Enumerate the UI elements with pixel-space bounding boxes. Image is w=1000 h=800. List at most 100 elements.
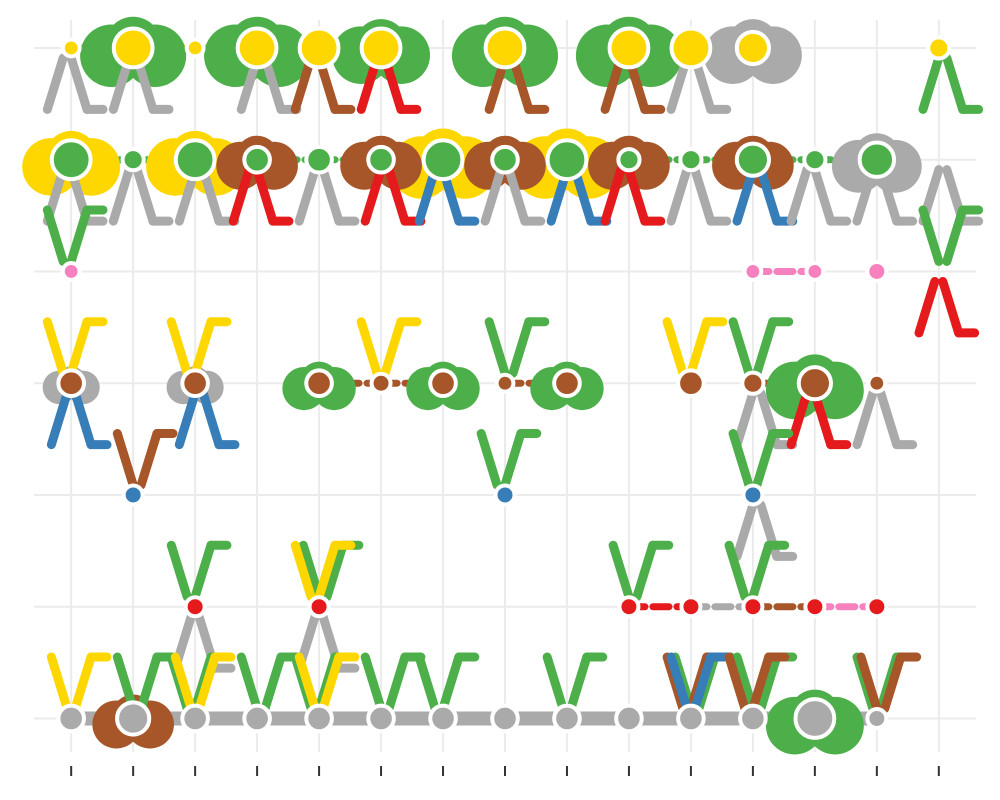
data-point xyxy=(307,595,331,619)
data-point xyxy=(734,29,771,67)
branch-sprout xyxy=(476,428,526,490)
branch-sprout xyxy=(480,165,530,226)
data-point xyxy=(428,368,458,399)
branch-sprout xyxy=(918,165,968,226)
branch-sprout xyxy=(724,540,774,602)
data-point xyxy=(242,144,272,175)
data-point xyxy=(490,703,520,734)
branch-sprout xyxy=(608,540,658,602)
data-point xyxy=(304,703,334,734)
branch-sprout xyxy=(360,652,410,713)
data-point xyxy=(493,483,517,507)
data-point xyxy=(184,37,206,59)
branch-sprout xyxy=(356,317,406,378)
data-point xyxy=(740,370,766,396)
branch-sprout xyxy=(42,205,92,266)
data-point xyxy=(369,371,393,395)
branch-sprout xyxy=(294,652,344,713)
branch-sprout xyxy=(174,388,224,450)
data-point xyxy=(60,261,82,282)
data-point xyxy=(111,26,155,70)
data-point xyxy=(180,368,210,399)
data-point xyxy=(926,35,952,61)
branch-sprout xyxy=(112,652,162,713)
branch-sprout xyxy=(42,53,92,114)
data-point xyxy=(56,703,86,734)
data-point xyxy=(552,703,582,734)
branch-sprout xyxy=(166,540,216,602)
data-point xyxy=(297,26,341,70)
data-point xyxy=(802,147,828,173)
data-point xyxy=(304,368,334,399)
data-point xyxy=(865,595,889,619)
branch-sprout xyxy=(786,388,836,450)
data-point xyxy=(552,368,582,399)
branch-sprout xyxy=(732,652,782,713)
branch-sprout xyxy=(856,652,906,713)
branch-sprout xyxy=(918,205,968,266)
branch-sprout xyxy=(112,428,162,490)
tick-layer xyxy=(70,766,940,776)
branch-sprout xyxy=(294,165,344,226)
branch-sprout xyxy=(42,317,92,378)
data-point xyxy=(796,365,833,402)
data-point xyxy=(676,368,706,399)
data-point xyxy=(366,144,396,175)
branch-sprout xyxy=(290,540,340,602)
data-point xyxy=(803,595,827,619)
data-point xyxy=(180,703,210,734)
branch-sprout xyxy=(786,165,836,226)
branch-sprout xyxy=(228,165,278,226)
data-point xyxy=(738,703,768,734)
data-point xyxy=(804,261,826,282)
branch-sprout xyxy=(166,317,216,378)
data-point xyxy=(304,144,334,175)
data-point xyxy=(494,372,516,394)
data-point xyxy=(734,141,771,178)
data-point xyxy=(669,26,713,70)
branch-sprout xyxy=(360,165,410,226)
sprout-layer xyxy=(42,53,984,713)
data-point xyxy=(120,147,146,173)
branch-sprout xyxy=(600,165,650,226)
data-point xyxy=(679,595,703,619)
branch-sprout xyxy=(414,652,464,713)
branch-sprout xyxy=(732,165,782,226)
data-point xyxy=(617,595,641,619)
data-point xyxy=(741,595,765,619)
data-point xyxy=(242,703,272,734)
branch-sprout xyxy=(108,165,158,226)
data-point xyxy=(866,372,888,394)
data-point xyxy=(741,483,765,507)
branch-sprout xyxy=(484,317,534,378)
branch-sprout xyxy=(662,317,712,378)
data-point xyxy=(235,26,279,70)
data-point xyxy=(678,147,704,173)
data-point xyxy=(121,483,145,507)
branch-sprout xyxy=(666,652,716,713)
branch-sprout xyxy=(728,317,778,378)
data-point xyxy=(359,26,403,70)
data-point xyxy=(115,700,152,737)
branch-sprout xyxy=(728,428,778,490)
branch-sprout xyxy=(852,165,902,226)
data-point xyxy=(676,703,706,734)
branch-sprout xyxy=(46,388,96,450)
branch-sprout xyxy=(724,652,774,713)
data-point xyxy=(366,703,396,734)
data-point xyxy=(857,140,897,179)
branch-sprout xyxy=(914,276,964,338)
data-point xyxy=(421,138,465,182)
branch-sprout xyxy=(852,388,902,450)
data-point xyxy=(49,138,93,182)
data-point xyxy=(183,595,207,619)
data-point xyxy=(865,259,889,283)
branch-sprout xyxy=(298,540,348,602)
blob-layer xyxy=(22,16,922,755)
data-point xyxy=(742,261,764,282)
branch-sprout xyxy=(918,53,968,114)
branch-sprout xyxy=(46,652,96,713)
branch-sprout xyxy=(542,652,592,713)
branch-sprout xyxy=(236,652,286,713)
